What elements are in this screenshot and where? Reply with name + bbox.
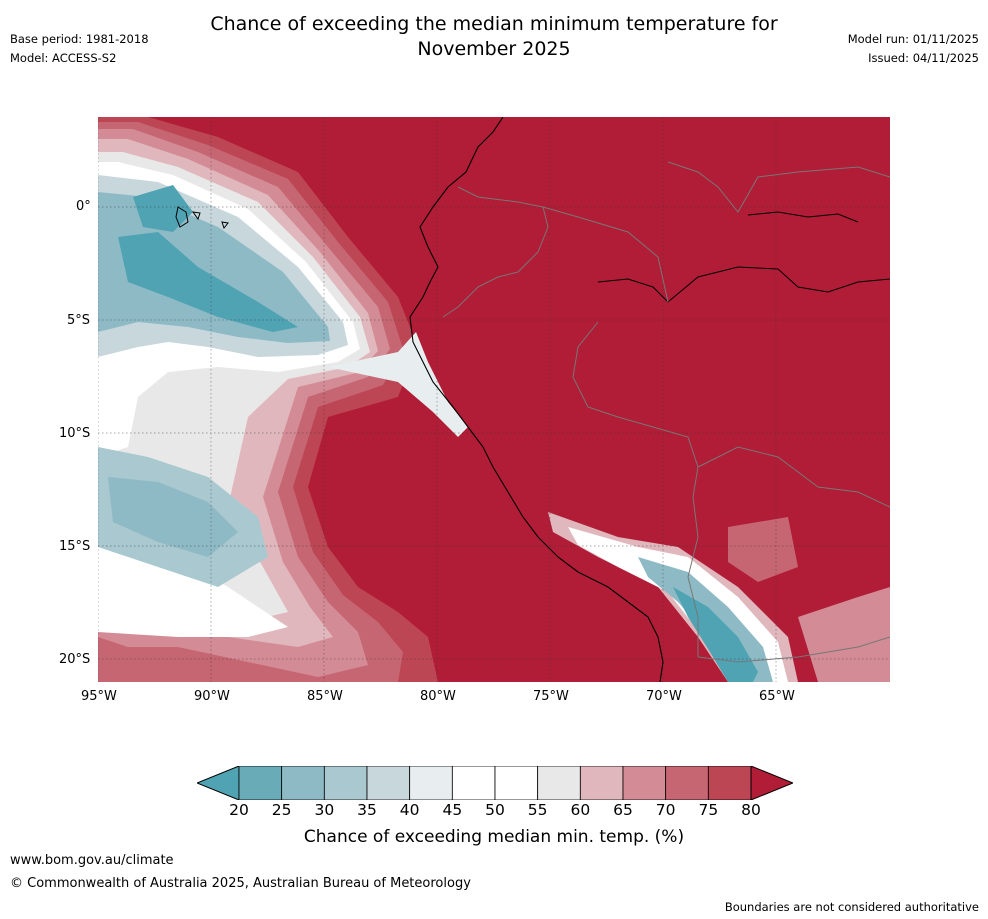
band-25-west xyxy=(118,232,298,332)
base-period: Base period: 1981-2018 xyxy=(10,32,149,46)
colorbar xyxy=(197,766,793,800)
colorbar-tick-label: 80 xyxy=(741,801,761,819)
issued-date: Issued: 04/11/2025 xyxy=(868,51,979,65)
lat-label-5s: 5°S xyxy=(67,313,91,328)
colorbar-segment xyxy=(537,766,581,800)
colorbar-segment xyxy=(281,766,325,800)
colorbar-tick-label: 75 xyxy=(698,801,719,819)
country-borders xyxy=(442,161,890,663)
colorbar-segment xyxy=(366,766,411,800)
probability-map xyxy=(98,117,890,682)
colorbar-tick-label: 55 xyxy=(527,801,548,819)
east-patch xyxy=(728,517,798,582)
copyright: © Commonwealth of Australia 2025, Austra… xyxy=(10,876,471,891)
lon-label-75w: 75°W xyxy=(533,689,569,704)
colorbar-arrow-low xyxy=(197,766,240,800)
galapagos-san-cristobal xyxy=(221,221,229,230)
border-bolivia-brazil xyxy=(697,446,890,508)
lon-label-95w: 95°W xyxy=(81,689,117,704)
lat-label-20s: 20°S xyxy=(59,652,91,667)
graticule xyxy=(98,117,890,682)
colorbar-tick-label: 65 xyxy=(613,801,633,819)
colorbar-tick-label: 35 xyxy=(357,801,377,819)
colorbar-tick-label: 60 xyxy=(570,801,591,819)
coastal-strip xyxy=(328,332,468,437)
galapagos-santa-cruz xyxy=(191,211,201,221)
colorbar-segment xyxy=(665,766,709,800)
border-colombia-peru xyxy=(542,206,669,303)
lat-label-0: 0° xyxy=(76,199,91,214)
colorbar-segment xyxy=(579,766,624,800)
border-chile-argentina xyxy=(697,636,890,663)
map-canvas xyxy=(98,117,890,682)
lon-label-80w: 80°W xyxy=(420,689,456,704)
colorbar-tick-label: 70 xyxy=(655,801,676,819)
band-30 xyxy=(98,192,330,343)
lon-label-70w: 70°W xyxy=(646,689,682,704)
colorbar-tick-label: 50 xyxy=(485,801,505,819)
colorbar-segment xyxy=(707,766,752,800)
galapagos-islands xyxy=(175,206,229,230)
band-25-north xyxy=(133,185,193,232)
website-link[interactable]: www.bom.gov.au/climate xyxy=(10,853,174,868)
lat-label-10s: 10°S xyxy=(59,426,91,441)
map-title: Chance of exceeding the median minimum t… xyxy=(0,12,988,62)
colorbar-segment xyxy=(451,766,496,800)
southeast-patch-light xyxy=(798,587,890,682)
title-line-1: Chance of exceeding the median minimum t… xyxy=(210,13,778,35)
colorbar-tick-label: 25 xyxy=(271,801,292,819)
border-colombia-venezuela xyxy=(667,161,890,213)
title-line-2: November 2025 xyxy=(417,38,571,60)
band-southwest-cooler xyxy=(108,477,238,557)
colorbar-tick-label: 20 xyxy=(229,801,249,819)
lon-label-90w: 90°W xyxy=(194,689,230,704)
disclaimer: Boundaries are not considered authoritat… xyxy=(724,900,979,914)
lat-label-15s: 15°S xyxy=(59,539,91,554)
colorbar-segment xyxy=(409,766,453,800)
colorbar-tick-label: 30 xyxy=(314,801,335,819)
colorbar-segment xyxy=(323,766,368,800)
border-peru-brazil-bolivia xyxy=(572,321,699,657)
colorbar-segment xyxy=(494,766,539,800)
amazon-river xyxy=(597,266,890,303)
altiplano-band-teal xyxy=(673,587,758,682)
lon-label-65w: 65°W xyxy=(759,689,795,704)
rio-negro xyxy=(747,211,859,223)
lon-label-85w: 85°W xyxy=(307,689,343,704)
model-run: Model run: 01/11/2025 xyxy=(847,32,979,46)
model-name: Model: ACCESS-S2 xyxy=(10,51,117,65)
galapagos-isabela xyxy=(175,206,189,228)
colorbar-tick-label: 45 xyxy=(442,801,463,819)
colorbar-segment xyxy=(238,766,283,800)
colorbar-segment xyxy=(622,766,667,800)
colorbar-arrow-high xyxy=(750,766,793,800)
coastline xyxy=(409,117,664,682)
border-ecuador-peru xyxy=(442,186,549,318)
colorbar-tick-label: 40 xyxy=(399,801,420,819)
colorbar-title: Chance of exceeding median min. temp. (%… xyxy=(303,827,685,847)
